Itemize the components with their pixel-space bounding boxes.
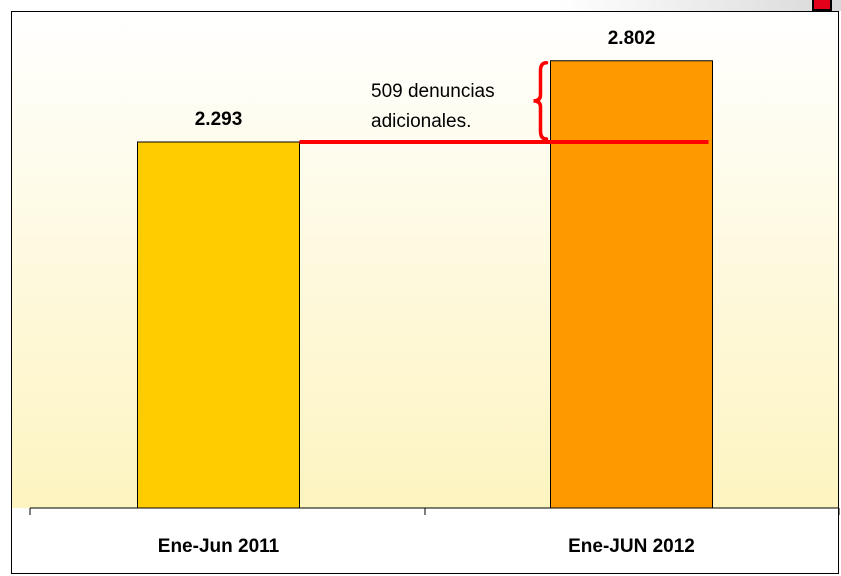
difference-brace (533, 61, 549, 141)
corner-decoration (560, 0, 841, 11)
bar-2 (550, 60, 713, 509)
annotation-line-2: adicionales. (371, 111, 471, 132)
bar-1 (137, 141, 300, 509)
corner-badge-icon (812, 0, 832, 11)
value-label-1: 2.293 (195, 109, 243, 130)
annotation-line-1: 509 denuncias (371, 81, 495, 102)
category-label-2: Ene-JUN 2012 (568, 536, 695, 557)
category-label-1: Ene-Jun 2011 (158, 536, 280, 557)
value-label-2: 2.802 (608, 28, 656, 49)
